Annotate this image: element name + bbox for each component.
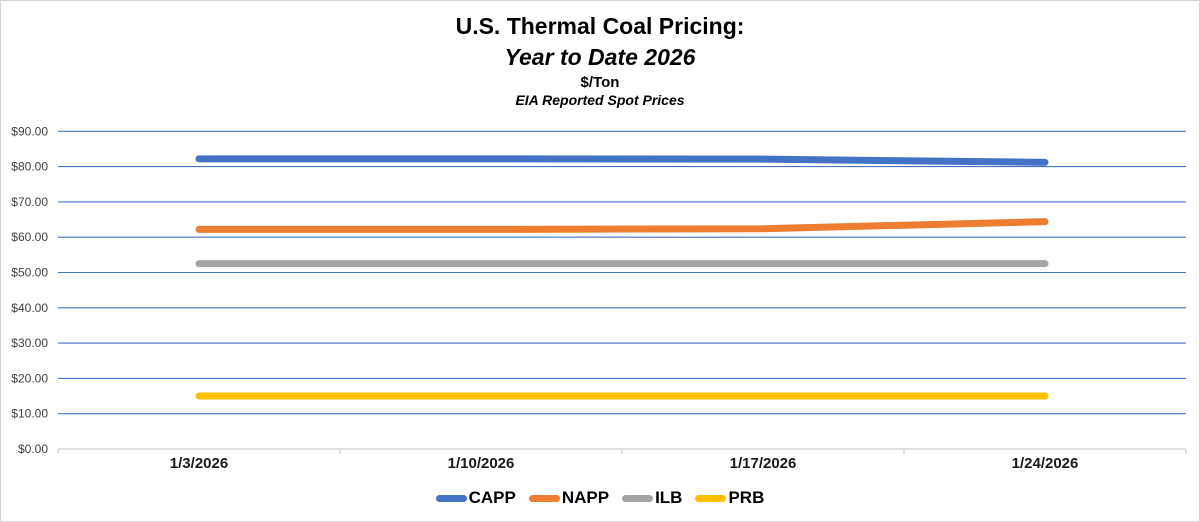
y-axis-label: $50.00	[11, 266, 48, 280]
series-line-napp[interactable]	[195, 218, 1049, 233]
y-axis-label: $60.00	[11, 230, 48, 244]
chart-source-label: EIA Reported Spot Prices	[515, 92, 685, 108]
legend-item-capp[interactable]: CAPP	[435, 488, 516, 508]
series-line-capp[interactable]	[195, 155, 1049, 166]
chart-subtitle: Year to Date 2026	[504, 44, 696, 70]
legend-marker-napp	[528, 494, 560, 502]
legend-item-prb[interactable]: PRB	[695, 488, 764, 508]
x-axis-label: 1/24/2026	[1012, 455, 1079, 472]
legend-marker-ilb	[622, 494, 654, 502]
legend-label-napp: NAPP	[561, 488, 610, 507]
x-axis-label: 1/17/2026	[730, 455, 797, 472]
legend-label-ilb: ILB	[655, 488, 683, 507]
y-axis-label: $80.00	[11, 160, 48, 174]
y-axis-label: $10.00	[11, 407, 48, 421]
legend-label-capp: CAPP	[468, 488, 516, 507]
chart-units-label: $/Ton	[580, 74, 620, 91]
x-axis-label: 1/3/2026	[170, 455, 228, 472]
legend-marker-prb	[695, 494, 727, 502]
y-axis-label: $90.00	[11, 124, 48, 138]
legend: CAPP NAPP ILB PRB	[1, 484, 1199, 512]
y-axis-label: $20.00	[11, 371, 48, 385]
legend-label-prb: PRB	[728, 488, 765, 507]
y-axis-label: $0.00	[18, 442, 48, 456]
legend-marker-capp	[435, 494, 467, 502]
x-axis-label: 1/10/2026	[448, 455, 515, 472]
legend-item-ilb[interactable]: ILB	[622, 488, 682, 508]
y-axis-label: $30.00	[11, 336, 48, 350]
y-axis-label: $40.00	[11, 301, 48, 315]
y-axis-label: $70.00	[11, 195, 48, 209]
chart-title-block: U.S. Thermal Coal Pricing: Year to Date …	[1, 11, 1199, 109]
legend-item-napp[interactable]: NAPP	[528, 488, 610, 508]
chart-title: U.S. Thermal Coal Pricing:	[455, 13, 745, 39]
